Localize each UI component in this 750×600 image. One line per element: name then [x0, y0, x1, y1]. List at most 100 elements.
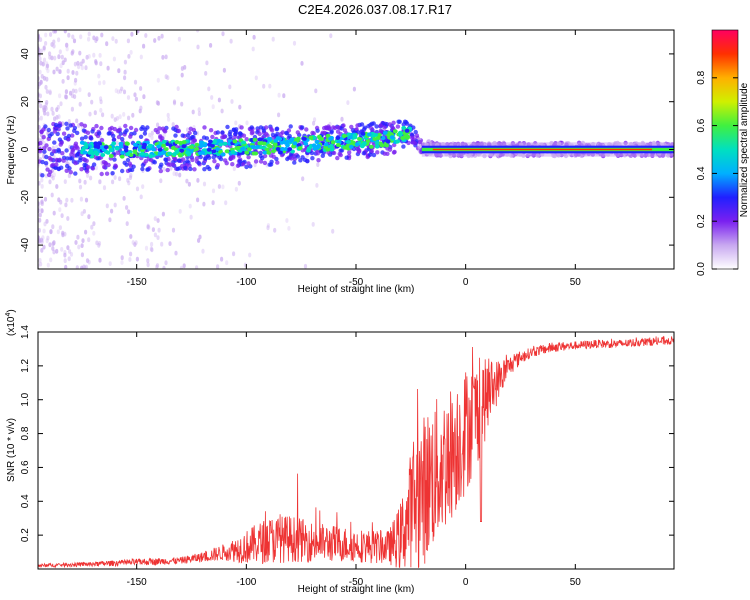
spectrogram-peak-cell: [167, 151, 173, 156]
snr-x-tick-label: -50: [349, 577, 364, 588]
spectrogram-noise-cell: [71, 70, 75, 75]
spectrogram-noise-cell: [79, 61, 83, 67]
spectrogram-noise-cell: [126, 178, 130, 183]
spectrogram-band-cell: [387, 122, 393, 127]
spectrogram-band-cell: [188, 166, 193, 172]
spectrogram-noise-cell: [87, 237, 91, 243]
spectrogram-peak-cell: [374, 141, 380, 145]
snr-series-line: [38, 335, 674, 569]
spectrogram-peak-cell: [97, 141, 103, 146]
spectrogram-band-cell: [258, 150, 263, 155]
spectrogram-noise-cell: [211, 200, 215, 206]
spectrogram-noise-cell: [301, 176, 305, 182]
spectrogram-y-label: Frequency (Hz): [6, 116, 17, 185]
spectrogram-noise-cell: [156, 122, 160, 128]
spectrogram-noise-cell: [161, 55, 165, 60]
spectrogram-noise-cell: [55, 107, 59, 112]
spectrogram-y-tick-label: -20: [20, 190, 31, 205]
spectrogram-band-cell: [57, 157, 62, 162]
spectrogram-noise-cell: [82, 264, 86, 269]
spectrogram-peak-cell: [342, 145, 348, 150]
spectrogram-noise-cell: [155, 264, 159, 269]
spectrogram-band-cell: [235, 163, 241, 168]
spectrogram-noise-cell: [40, 248, 44, 253]
spectrogram-band-cell: [99, 125, 104, 131]
spectrogram-band-cell: [128, 134, 133, 139]
spectrogram-band-cell: [53, 122, 59, 128]
snr-y-tick-label: 0.4: [20, 494, 31, 508]
spectrogram-band-cell: [202, 167, 207, 172]
spectrogram-noise-cell: [64, 264, 68, 269]
spectrogram-noise-cell: [282, 93, 286, 99]
spectrogram-noise-cell: [316, 162, 320, 168]
spectrogram-noise-cell: [106, 65, 110, 71]
spectrogram-band-cell: [261, 128, 267, 133]
spectrogram-peak-cell: [348, 144, 354, 149]
snr-y-tick-label: 0.2: [20, 528, 31, 542]
spectrogram-noise-cell: [129, 50, 133, 55]
spectrogram-band-cell: [201, 135, 207, 140]
spectrogram-noise-cell: [139, 86, 143, 91]
spectrogram-peak-cell: [132, 149, 138, 154]
spectrogram-peak-cell: [296, 143, 302, 147]
spectrogram-band-cell: [57, 123, 62, 128]
spectrogram-noise-cell: [98, 179, 102, 185]
spectrogram-noise-cell: [92, 221, 96, 227]
spectrogram-noise-cell: [50, 55, 54, 61]
spectrogram-noise-cell: [52, 249, 56, 255]
spectrogram-band-cell: [378, 128, 384, 133]
spectrogram-noise-cell: [174, 250, 178, 256]
spectrogram-peak-cell: [273, 138, 279, 143]
spectrogram-noise-cell: [38, 180, 41, 186]
spectrogram-band-cell: [79, 136, 85, 141]
spectrogram-noise-cell: [38, 33, 41, 39]
spectrogram-band-cell: [246, 155, 251, 160]
spectrogram-noise-cell: [99, 107, 103, 113]
spectrogram-band-cell: [205, 164, 210, 170]
spectrogram-band-cell: [305, 159, 310, 164]
spectrogram-noise-cell: [100, 32, 104, 38]
spectrogram-noise-cell: [122, 89, 127, 95]
spectrogram-peak-cell: [170, 145, 176, 150]
spectrogram-band-cell: [72, 146, 77, 151]
spectrogram-band-cell: [210, 134, 215, 140]
spectrogram-noise-cell: [44, 41, 48, 46]
spectrogram-band-cell: [65, 163, 70, 169]
spectrogram-band-cell: [85, 130, 91, 135]
spectrogram-band-cell: [318, 149, 324, 154]
spectrogram-band-cell: [344, 155, 349, 160]
spectrogram-band-cell: [38, 141, 41, 147]
spectrogram-peak-cell: [401, 125, 407, 130]
spectrogram-band-cell: [292, 156, 297, 162]
spectrogram-noise-cell: [92, 52, 96, 58]
spectrogram-peak-cell: [275, 147, 281, 151]
spectrogram-band-cell: [274, 127, 279, 132]
spectrogram-peak-cell: [257, 137, 263, 142]
spectrogram-noise-cell: [113, 175, 117, 180]
spectrogram-band-cell: [295, 130, 300, 135]
spectrogram-band-cell: [89, 136, 94, 141]
snr-x-tick-label: 0: [463, 577, 469, 588]
spectrogram-noise-cell: [44, 32, 48, 38]
spectrogram-noise-cell: [52, 210, 56, 216]
spectrogram-noise-cell: [53, 55, 57, 61]
spectrogram-band-cell: [122, 160, 127, 165]
spectrogram-noise-cell: [51, 175, 55, 181]
spectrogram-peak-cell: [114, 146, 120, 151]
spectrogram-band-cell: [257, 131, 262, 137]
spectrogram-band-cell: [396, 119, 401, 124]
spectrogram-peak-cell: [95, 145, 101, 149]
spectrogram-peak-cell: [82, 150, 88, 155]
spectrogram-peak-cell: [328, 136, 333, 141]
spectrogram-noise-cell: [105, 203, 109, 209]
spectrogram-panel: -150 -100 -50 0 50 -40 -20 0 20 40 Height of str…: [6, 29, 675, 295]
spectrogram-peak-cell: [280, 146, 285, 151]
spectrogram-x-tick-label: -150: [127, 277, 147, 288]
spectrogram-band-cell: [94, 123, 99, 129]
spectrogram-noise-cell: [38, 228, 41, 233]
spectrogram-band-cell: [368, 152, 373, 157]
spectrogram-peak-cell: [177, 153, 183, 158]
spectrogram-band-cell: [339, 148, 345, 153]
spectrogram-band-cell: [59, 140, 64, 145]
spectrogram-noise-cell: [129, 173, 133, 178]
